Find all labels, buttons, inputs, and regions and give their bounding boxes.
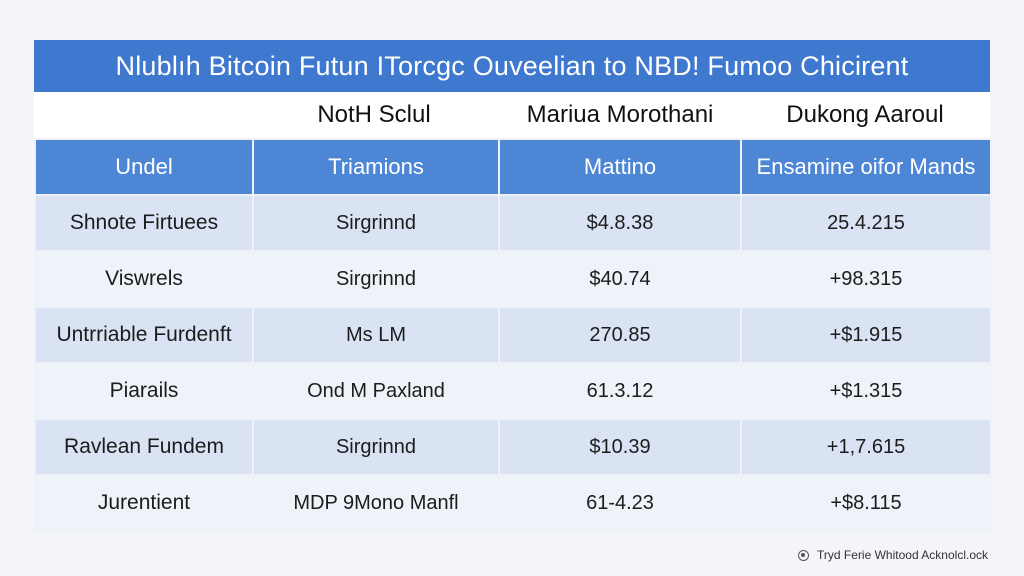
table-cell: $4.8.38: [498, 194, 742, 252]
table-cell: 61-4.23: [498, 474, 742, 532]
data-table: Undel Triamions Mattino Ensamine oifor M…: [34, 138, 992, 532]
table-cell: +$1.315: [740, 362, 992, 420]
footer: Tryd Ferie Whitood Acknolcl.ock: [798, 548, 988, 562]
table-cell: Ms LM: [252, 306, 500, 364]
table-cell: Ravlean Fundem: [34, 418, 254, 476]
table-cell: +98.315: [740, 250, 992, 308]
table-row: Jurentient MDP 9Mono Manfl 61-4.23 +$8.1…: [34, 474, 992, 532]
table-cell: 25.4.215: [740, 194, 992, 252]
group-header-2: Mariua Morothani: [526, 101, 714, 128]
table-cell: Sirgrinnd: [252, 194, 500, 252]
column-header: Triamions: [252, 138, 500, 196]
column-header: Mattino: [498, 138, 742, 196]
table-cell: +1,7.615: [740, 418, 992, 476]
column-header: Undel: [34, 138, 254, 196]
table-cell: Sirgrinnd: [252, 418, 500, 476]
table-row: Viswrels Sirgrinnd $40.74 +98.315: [34, 250, 992, 308]
table-cell: MDP 9Mono Manfl: [252, 474, 500, 532]
table-cell: $40.74: [498, 250, 742, 308]
table-row: Ravlean Fundem Sirgrinnd $10.39 +1,7.615: [34, 418, 992, 476]
table-cell: Viswrels: [34, 250, 254, 308]
table-row: Untrriable Furdenft Ms LM 270.85 +$1.915: [34, 306, 992, 364]
table-cell: 61.3.12: [498, 362, 742, 420]
table-cell: +$8.115: [740, 474, 992, 532]
table-cell: +$1.915: [740, 306, 992, 364]
footer-text: Tryd Ferie Whitood Acknolcl.ock: [817, 548, 988, 562]
table-cell: Shnote Firtuees: [34, 194, 254, 252]
table-cell: $10.39: [498, 418, 742, 476]
table-cell: Ond M Paxland: [252, 362, 500, 420]
column-header-row: Undel Triamions Mattino Ensamine oifor M…: [34, 138, 992, 196]
table-row: Shnote Firtuees Sirgrinnd $4.8.38 25.4.2…: [34, 194, 992, 252]
table-row: Piarails Ond M Paxland 61.3.12 +$1.315: [34, 362, 992, 420]
table-cell: Untrriable Furdenft: [34, 306, 254, 364]
group-header-1: NotH Sclul: [317, 101, 431, 128]
table-cell: Jurentient: [34, 474, 254, 532]
group-header-3: Dukong Aaroul: [786, 101, 944, 128]
table-cell: 270.85: [498, 306, 742, 364]
page-title: Nlublıh Bitcoin Futun ITorcgc Ouveelian …: [34, 40, 990, 92]
info-circle-icon: [798, 549, 810, 561]
group-header-row: NotH Sclul Mariua Morothani Dukong Aarou…: [34, 92, 990, 138]
table-cell: Sirgrinnd: [252, 250, 500, 308]
column-header: Ensamine oifor Mands: [740, 138, 992, 196]
table-cell: Piarails: [34, 362, 254, 420]
